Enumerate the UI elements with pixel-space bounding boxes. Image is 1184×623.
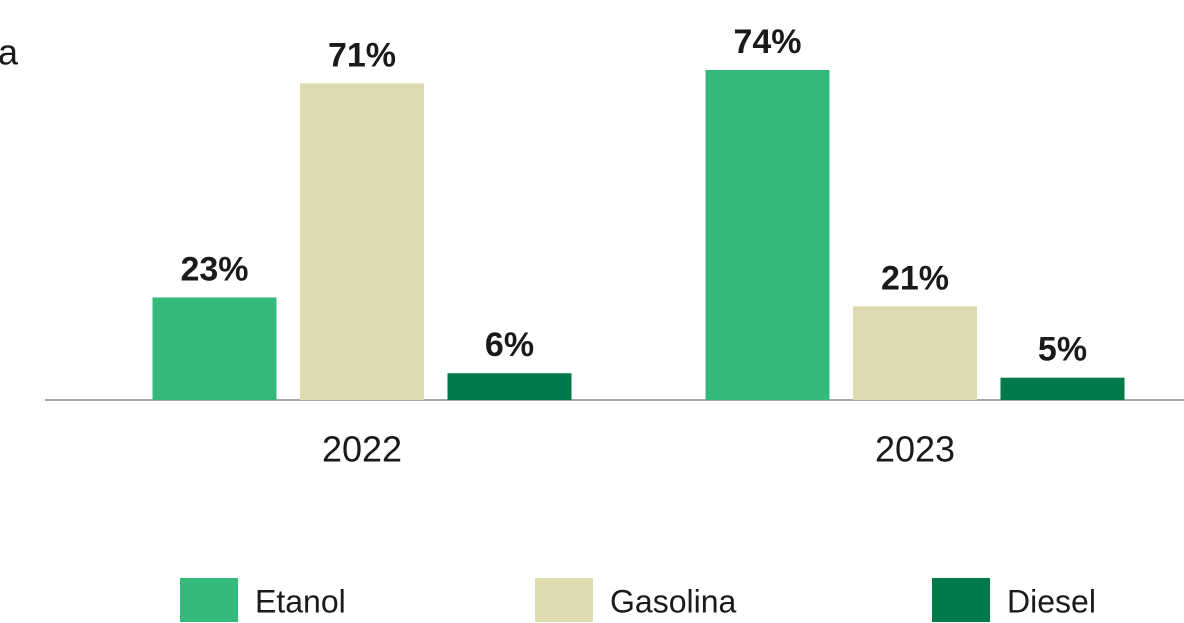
value-label: 6%: [485, 326, 534, 364]
value-label: 74%: [733, 23, 801, 61]
legend-label: Etanol: [255, 583, 346, 619]
bar: [152, 297, 277, 400]
bar: [300, 83, 424, 400]
bar: [1000, 377, 1125, 400]
bar: [853, 306, 977, 400]
legend-label: Diesel: [1007, 583, 1096, 619]
bar: [705, 70, 830, 400]
annotation: a: [0, 32, 19, 73]
x-tick-label: 2023: [875, 429, 955, 470]
legend-swatch: [180, 578, 238, 622]
value-label: 71%: [328, 36, 396, 74]
x-tick-label: 2022: [322, 429, 402, 470]
legend-swatch: [932, 578, 990, 622]
bar: [447, 373, 572, 400]
legend-label: Gasolina: [610, 583, 737, 619]
legend-swatch: [535, 578, 593, 622]
value-label: 23%: [180, 250, 248, 288]
value-label: 21%: [881, 259, 949, 297]
value-label: 5%: [1038, 331, 1087, 369]
